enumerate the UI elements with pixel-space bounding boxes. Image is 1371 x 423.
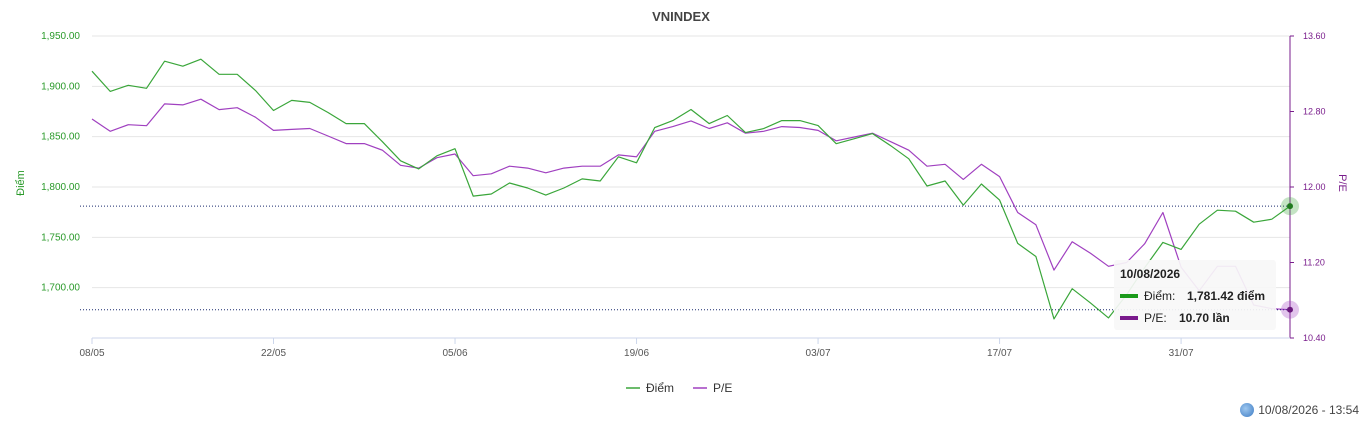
tooltip-swatch xyxy=(1120,316,1138,320)
crosshair xyxy=(80,197,1299,319)
tooltip-value: 10.70 lần xyxy=(1179,311,1230,325)
hover-marker-pe xyxy=(1287,306,1293,313)
tooltip-swatch xyxy=(1120,294,1138,298)
timestamp-text: 10/08/2026 - 13:54 xyxy=(1258,403,1359,417)
tooltip-value: 1,781.42 điểm xyxy=(1187,289,1265,303)
legend-item-diem[interactable]: Điểm xyxy=(646,381,674,395)
x-tick-label: 22/05 xyxy=(261,348,286,359)
y-left-tick-label: 1,800.00 xyxy=(41,182,80,193)
tooltip-label: Điểm: xyxy=(1144,289,1175,303)
axes: 1,950.00 1,900.00 1,850.00 1,800.00 1,750.00… xyxy=(41,31,1325,359)
globe-icon xyxy=(1240,403,1255,417)
x-tick-label: 19/06 xyxy=(624,348,649,359)
y-left-tick-label: 1,700.00 xyxy=(41,283,80,294)
series-line-pe xyxy=(91,98,1291,311)
y-right-tick-label: 13.60 xyxy=(1303,31,1326,41)
series-lines xyxy=(91,58,1291,320)
x-tick-label: 03/07 xyxy=(806,348,831,359)
y-right-tick-label: 11.20 xyxy=(1303,258,1325,268)
y-left-tick-label: 1,950.00 xyxy=(41,31,80,42)
y-left-tick-label: 1,850.00 xyxy=(41,132,80,143)
legend-item-pe[interactable]: P/E xyxy=(713,381,732,395)
y-axis-left-label: Điểm xyxy=(15,170,27,196)
tooltip: 10/08/2026 Điểm: 1,781.42 điểm P/E: 10.70 lầ… xyxy=(1114,260,1276,330)
grid-lines xyxy=(92,35,1290,289)
chart-title: VNINDEX xyxy=(652,9,710,24)
y-left-tick-label: 1,750.00 xyxy=(41,232,80,243)
x-tick-label: 31/07 xyxy=(1169,348,1194,359)
y-right-tick-label: 12.00 xyxy=(1303,182,1326,192)
y-right-tick-label: 12.80 xyxy=(1303,107,1326,117)
y-left-tick-label: 1,900.00 xyxy=(41,81,80,92)
y-right-tick-label: 10.40 xyxy=(1303,333,1326,343)
y-axis-right-label: P/E xyxy=(1336,174,1348,192)
hover-marker-diem xyxy=(1287,203,1293,210)
x-tick-label: 17/07 xyxy=(987,348,1012,359)
tooltip-label: P/E: xyxy=(1144,311,1167,325)
footer-timestamp: 10/08/2026 - 13:54 xyxy=(1240,403,1359,417)
legend: Điểm P/E xyxy=(626,381,732,395)
tooltip-date: 10/08/2026 xyxy=(1120,267,1180,281)
x-tick-label: 05/06 xyxy=(443,348,468,359)
x-tick-label: 08/05 xyxy=(79,348,104,359)
series-line-diem xyxy=(91,58,1291,320)
tooltip-box xyxy=(1114,260,1276,330)
